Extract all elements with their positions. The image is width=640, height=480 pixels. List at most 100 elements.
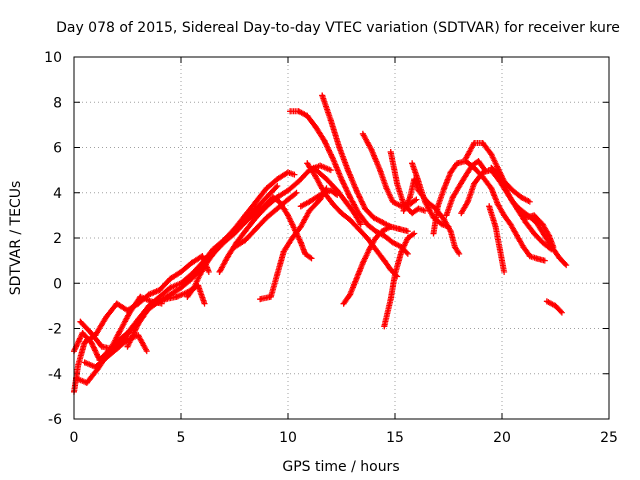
data-point-trail bbox=[124, 322, 141, 350]
data-point-trail bbox=[486, 203, 499, 229]
series-arc-19 bbox=[359, 130, 420, 210]
data-point-trail bbox=[394, 180, 407, 206]
data-point-trail bbox=[297, 199, 311, 210]
series-arc-10 bbox=[231, 189, 300, 251]
data-point-trail bbox=[509, 187, 523, 200]
data-point-trail bbox=[370, 214, 384, 225]
data-point-trail bbox=[280, 236, 295, 255]
data-point-trail bbox=[304, 112, 318, 129]
data-point bbox=[456, 250, 463, 257]
data-point bbox=[526, 198, 533, 205]
data-point-trail bbox=[381, 257, 393, 272]
data-point-trail bbox=[267, 272, 280, 300]
data-point-trail bbox=[355, 210, 370, 227]
y-tick-label: 2 bbox=[53, 231, 62, 247]
data-point-trail bbox=[197, 261, 209, 278]
x-axis-label: GPS time / hours bbox=[282, 459, 399, 475]
data-point-trail bbox=[231, 238, 247, 251]
data-point bbox=[357, 221, 364, 228]
x-tick-label: 0 bbox=[70, 430, 79, 446]
data-point-trail bbox=[242, 215, 258, 235]
data-point-trail bbox=[304, 160, 318, 179]
data-point-trail bbox=[321, 137, 336, 161]
data-point-trail bbox=[167, 269, 183, 282]
data-point bbox=[308, 255, 315, 262]
data-point-trail bbox=[252, 186, 269, 205]
data-point-trail bbox=[479, 140, 494, 156]
data-point-trail bbox=[327, 187, 339, 198]
series-arc-14 bbox=[287, 108, 411, 257]
data-point-trail bbox=[464, 182, 477, 205]
data-point-trail bbox=[543, 298, 558, 309]
data-point-trail bbox=[400, 195, 413, 214]
data-point-trail bbox=[113, 337, 130, 352]
data-point bbox=[541, 257, 548, 264]
data-point-trail bbox=[336, 144, 351, 172]
data-point-trail bbox=[503, 187, 515, 204]
data-point-trail bbox=[462, 141, 477, 162]
data-point-trail bbox=[347, 194, 361, 215]
data-point-trail bbox=[145, 287, 162, 298]
data-point-trail bbox=[285, 179, 301, 194]
data-point-trail bbox=[488, 151, 500, 170]
data-point-trail bbox=[270, 194, 282, 204]
data-point-trail bbox=[398, 236, 411, 255]
data-point-trail bbox=[492, 223, 503, 251]
series-arc-28 bbox=[486, 203, 508, 275]
chart-title: Day 078 of 2015, Sidereal Day-to-day VTE… bbox=[56, 20, 620, 36]
data-point-trail bbox=[83, 367, 100, 386]
y-tick-label: 8 bbox=[53, 95, 62, 111]
data-point bbox=[201, 300, 208, 307]
data-point-trail bbox=[475, 158, 487, 172]
data-point-trail bbox=[81, 359, 97, 370]
data-point-trail bbox=[156, 276, 173, 293]
data-point-trail bbox=[514, 232, 526, 249]
data-point-trail bbox=[355, 225, 370, 240]
data-point-trail bbox=[531, 230, 545, 245]
data-point-trail bbox=[190, 272, 203, 291]
data-point-trail bbox=[377, 167, 389, 190]
data-point bbox=[501, 268, 508, 275]
data-point bbox=[563, 262, 570, 269]
data-point-trail bbox=[94, 351, 111, 373]
data-point bbox=[205, 268, 212, 275]
data-point-trail bbox=[366, 236, 378, 253]
data-point-trail bbox=[501, 212, 513, 227]
data-point-trail bbox=[178, 276, 194, 291]
plot-frame bbox=[73, 56, 610, 420]
data-point-trail bbox=[344, 167, 359, 192]
data-point-trail bbox=[306, 197, 322, 214]
data-point-trail bbox=[167, 285, 183, 298]
data-point-trail bbox=[359, 247, 372, 266]
series-arc-15 bbox=[304, 160, 401, 280]
data-point-trail bbox=[533, 219, 547, 238]
data-point-trail bbox=[252, 204, 269, 221]
data-point-trail bbox=[145, 299, 162, 312]
data-point-trail bbox=[434, 186, 447, 210]
data-point-trail bbox=[449, 177, 466, 201]
x-tick-label: 20 bbox=[493, 430, 511, 446]
data-point-trail bbox=[242, 211, 258, 226]
data-point-trail bbox=[556, 255, 569, 267]
data-point-trail bbox=[404, 231, 416, 241]
data-point-trail bbox=[496, 246, 507, 274]
data-point bbox=[411, 230, 418, 237]
data-point-trail bbox=[103, 301, 119, 321]
data-point-trail bbox=[364, 221, 378, 234]
data-point bbox=[550, 244, 557, 251]
data-point-trail bbox=[263, 206, 280, 221]
data-point-trail bbox=[321, 189, 335, 206]
data-point-trail bbox=[329, 201, 344, 215]
data-point-trail bbox=[323, 176, 340, 193]
data-point-trail bbox=[75, 340, 88, 368]
data-point-trail bbox=[216, 254, 231, 275]
series-arc-7 bbox=[145, 253, 212, 298]
y-axis-label: SDTVAR / TECUs bbox=[8, 181, 24, 296]
data-point-trail bbox=[362, 205, 376, 220]
data-point bbox=[445, 223, 452, 230]
data-point-trail bbox=[379, 224, 393, 235]
x-tick-label: 5 bbox=[177, 430, 186, 446]
tick-label-layer: 0 5 10 15 20 25 -6 -4 -2 0 2 4 6 8 10 bbox=[44, 50, 618, 446]
data-point-trail bbox=[293, 230, 304, 244]
